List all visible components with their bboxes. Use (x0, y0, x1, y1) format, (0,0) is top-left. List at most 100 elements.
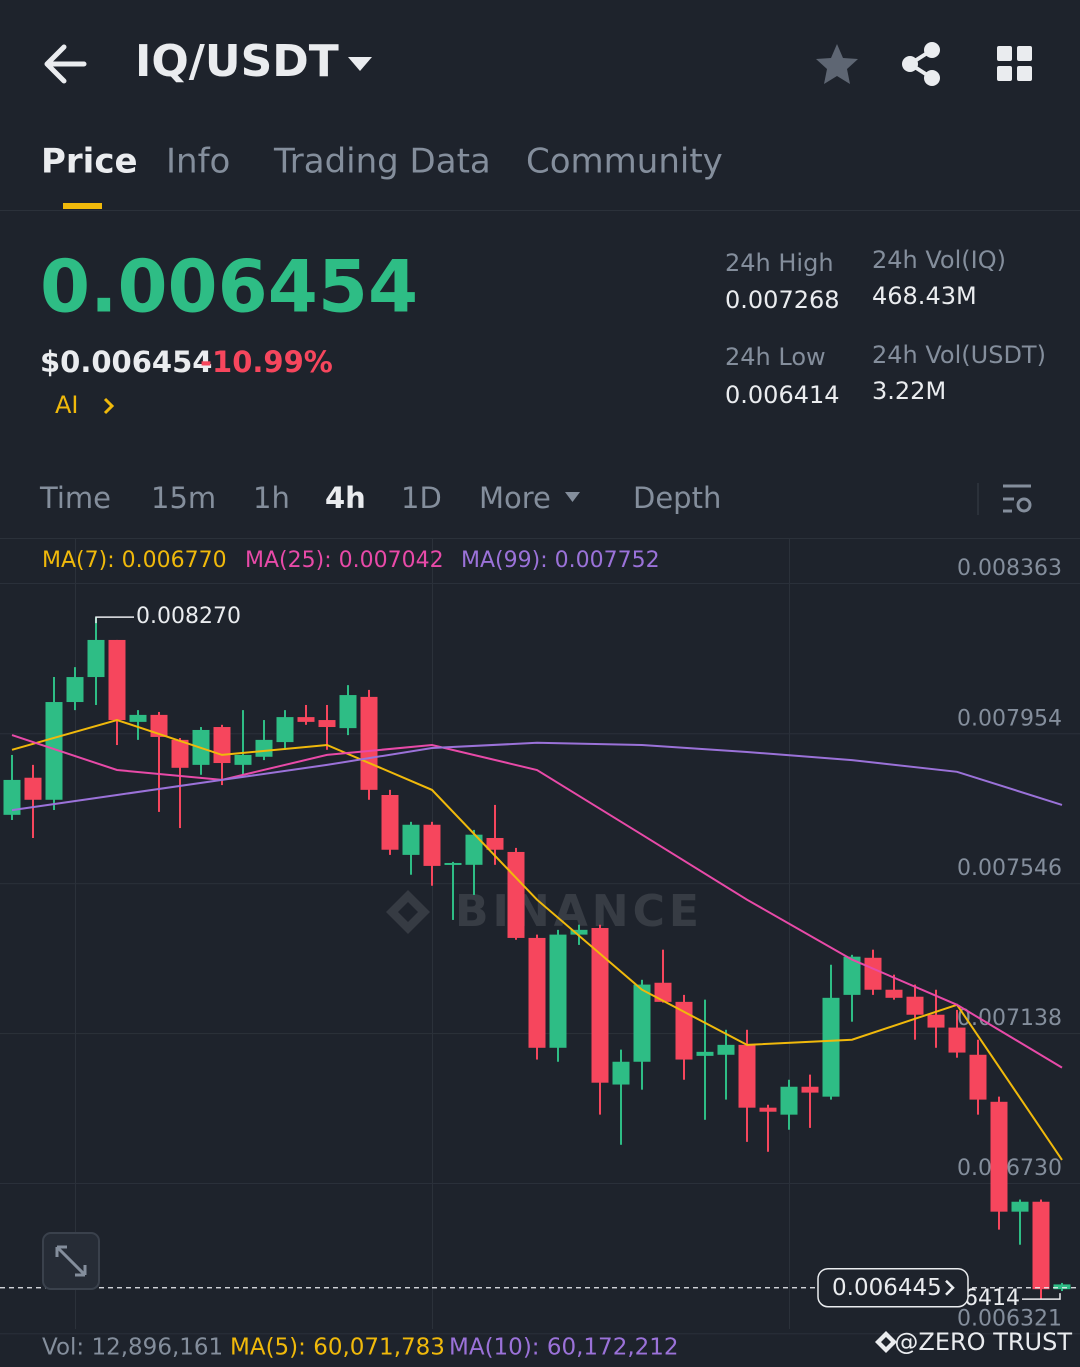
candle-body (570, 929, 588, 935)
timeframe[interactable]: Depth (633, 481, 721, 515)
y-tick-label: 0.006321 (957, 1306, 1062, 1331)
expand-button[interactable] (42, 1232, 100, 1290)
tab[interactable]: Price (41, 142, 138, 182)
stat-label: 24h High (725, 249, 834, 277)
candle-body (255, 739, 273, 757)
stat-value: 3.22M (872, 377, 946, 405)
candle-body (423, 824, 441, 866)
price-tag-box[interactable] (817, 1267, 969, 1308)
candle-body (87, 639, 105, 678)
candle-body (1032, 1201, 1050, 1290)
candle-body (318, 720, 336, 728)
credit: @ZERO TRUST (894, 1328, 1072, 1356)
usd-price: $0.006454 (40, 345, 212, 379)
tab[interactable]: Community (526, 142, 723, 182)
candle-body (822, 997, 840, 1097)
candle-body (654, 982, 672, 1002)
candle-body (360, 696, 378, 790)
candle-body (150, 714, 168, 737)
candle-body (297, 717, 315, 722)
stat-value: 0.006414 (725, 381, 840, 409)
grid-line (0, 582, 1080, 584)
candle-body (276, 717, 294, 743)
candle-body (381, 794, 399, 850)
grid-menu-icon[interactable] (997, 46, 1032, 81)
volume-ma10: MA(10): 60,172,212 (449, 1335, 679, 1361)
timeframe[interactable]: 1h (253, 481, 290, 515)
candle-body (927, 1014, 945, 1028)
ai-chevron (103, 397, 115, 415)
candle-body (969, 1054, 987, 1100)
candle-body (66, 677, 84, 703)
ma-line (11, 718, 1063, 1161)
low-marker (1022, 1293, 1061, 1300)
back-button[interactable] (44, 44, 87, 84)
price-change: -10.99% (200, 345, 333, 379)
grid-line (0, 883, 1080, 885)
candle-body (780, 1086, 798, 1115)
price-tag-chevron (945, 1279, 955, 1296)
last-price: 0.006454 (40, 245, 418, 329)
pair-caret[interactable] (348, 57, 372, 71)
candle-body (3, 779, 21, 815)
ai-link[interactable]: AI (55, 391, 79, 419)
ma-legend: MA(99): 0.007752 (461, 548, 660, 573)
candle-body (528, 937, 546, 1048)
candle-body (675, 1001, 693, 1060)
candle-body (885, 989, 903, 998)
credit-logo (875, 1331, 897, 1353)
grid-line (0, 1183, 1080, 1185)
candle-body (738, 1044, 756, 1108)
price-tag-label: 0.006445 (832, 1275, 942, 1301)
vertical-grid (75, 539, 790, 1329)
high-label: 0.008270 (136, 604, 241, 629)
candle-body (234, 754, 252, 765)
timeframe[interactable]: 15m (151, 481, 216, 515)
timeframe[interactable]: 1D (401, 481, 442, 515)
candle-body (591, 928, 609, 1083)
stat-label: 24h Vol(IQ) (872, 246, 1006, 274)
candle-body (717, 1044, 735, 1055)
ma-line (11, 734, 1063, 1069)
grid-line (0, 733, 1080, 735)
tab[interactable]: Info (166, 142, 230, 182)
candle-body (171, 739, 189, 768)
candle-body (402, 824, 420, 855)
candle-body (633, 984, 651, 1062)
watermark-text: BINANCE (455, 886, 703, 937)
candle-body (1053, 1284, 1071, 1290)
pair-title[interactable]: IQ/USDT (135, 36, 339, 87)
stat-value: 0.007268 (725, 286, 840, 314)
ma-legend: MA(25): 0.007042 (245, 548, 444, 573)
candle-body (696, 1051, 714, 1056)
timeframe[interactable]: More (479, 481, 551, 515)
tab[interactable]: Trading Data (273, 142, 491, 182)
candle-body (990, 1101, 1008, 1212)
ma-line (11, 741, 1063, 812)
timeframe[interactable]: Time (39, 481, 111, 515)
chart-settings-icon[interactable] (1003, 484, 1032, 513)
candle-body (801, 1086, 819, 1093)
candle-body (549, 934, 567, 1048)
high-marker (95, 616, 134, 624)
share-icon[interactable] (902, 42, 940, 86)
candle-body (213, 727, 231, 764)
divider (0, 538, 1080, 539)
candle-body (339, 695, 357, 729)
timeframe[interactable]: 4h (325, 481, 366, 515)
candle-body (24, 777, 42, 800)
divider (0, 210, 1080, 211)
candle-body (108, 639, 126, 721)
separator (977, 483, 979, 515)
candle-body (444, 862, 462, 865)
watermark (386, 890, 430, 934)
stat-label: 24h Vol(USDT) (872, 341, 1046, 369)
candle-body (129, 714, 147, 722)
grid-line (0, 1333, 1080, 1335)
candle-body (906, 996, 924, 1015)
favorite-icon[interactable] (816, 44, 858, 84)
candle-body (864, 957, 882, 990)
candle-body (45, 702, 63, 800)
y-tick-label: 0.006730 (957, 1156, 1062, 1181)
